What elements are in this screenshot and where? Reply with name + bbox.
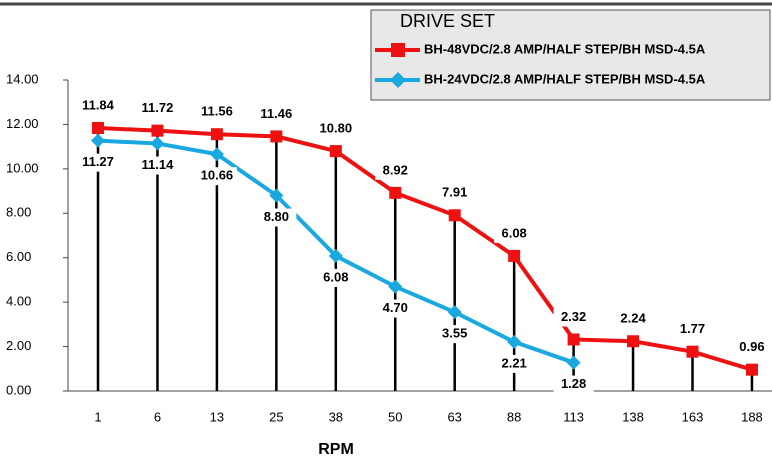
data-label: 11.56 xyxy=(201,104,233,119)
label-bg xyxy=(196,167,237,186)
data-label: 8.92 xyxy=(383,162,408,177)
data-label: 2.24 xyxy=(620,311,646,326)
marker xyxy=(92,121,104,134)
data-label: 11.84 xyxy=(82,97,115,112)
legend-marker xyxy=(390,72,406,88)
data-label: 1.77 xyxy=(680,321,705,336)
data-label: 6.08 xyxy=(323,269,348,284)
label-bg xyxy=(256,105,297,124)
label-bg xyxy=(315,268,356,287)
x-tick-label: 13 xyxy=(210,409,224,424)
label-bg xyxy=(494,354,535,373)
label-bg xyxy=(494,224,535,243)
x-tick-label: 113 xyxy=(563,409,584,424)
data-label: 6.08 xyxy=(501,225,526,240)
series-line xyxy=(97,125,753,372)
label-bg xyxy=(137,99,178,118)
marker xyxy=(686,345,699,358)
marker xyxy=(209,147,224,162)
y-tick-label: 8.00 xyxy=(6,205,31,220)
marker xyxy=(627,335,640,348)
y-tick-label: 2.00 xyxy=(6,338,31,353)
marker xyxy=(329,145,342,158)
marker xyxy=(269,188,284,203)
label-bg xyxy=(553,308,594,327)
label-bg xyxy=(613,310,654,329)
x-tick-label: 188 xyxy=(741,409,763,424)
marker xyxy=(388,279,403,294)
y-tick-label: 14.00 xyxy=(6,71,39,86)
marker xyxy=(745,363,758,376)
x-axis-title: RPM xyxy=(318,441,354,458)
data-label: 8.80 xyxy=(264,209,289,224)
x-tick-label: 138 xyxy=(622,409,644,424)
x-tick-label: 88 xyxy=(507,409,521,424)
legend-label: BH-24VDC/2.8 AMP/HALF STEP/BH MSD-4.5A xyxy=(424,71,706,86)
data-label: 11.27 xyxy=(82,154,114,169)
marker xyxy=(270,130,283,143)
label-bg xyxy=(78,96,118,115)
y-tick-label: 6.00 xyxy=(6,249,31,264)
label-bg xyxy=(731,338,772,357)
label-bg xyxy=(196,103,237,122)
data-label: 11.46 xyxy=(260,106,292,121)
marker xyxy=(328,248,343,263)
label-bg xyxy=(375,161,416,180)
label-bg xyxy=(137,156,178,175)
marker xyxy=(210,128,223,141)
data-label: 2.21 xyxy=(501,355,526,370)
x-tick-label: 38 xyxy=(329,409,343,424)
y-tick-label: 4.00 xyxy=(6,294,31,309)
marker xyxy=(566,355,581,370)
y-tick-label: 10.00 xyxy=(6,160,39,175)
legend-title: DRIVE SET xyxy=(400,11,495,31)
label-bg xyxy=(375,299,416,318)
x-tick-label: 163 xyxy=(682,409,704,424)
marker xyxy=(447,305,462,320)
legend-label: BH-48VDC/2.8 AMP/HALF STEP/BH MSD-4.5A xyxy=(424,41,706,56)
legend-marker xyxy=(391,43,405,57)
data-label: 10.80 xyxy=(320,121,353,136)
y-tick-label: 12.00 xyxy=(6,116,39,131)
label-bg xyxy=(315,120,356,139)
data-label: 2.32 xyxy=(561,309,586,324)
x-tick-label: 25 xyxy=(269,409,283,424)
label-bg xyxy=(434,184,475,203)
data-label: 0.96 xyxy=(739,339,764,354)
label-bg xyxy=(553,375,594,394)
marker xyxy=(567,333,580,346)
data-label: 11.72 xyxy=(142,100,174,115)
label-bg xyxy=(672,320,713,339)
label-bg xyxy=(434,325,475,344)
data-label: 11.14 xyxy=(142,157,175,172)
label-bg xyxy=(78,153,118,172)
marker xyxy=(448,209,461,222)
marker xyxy=(150,136,165,151)
x-tick-label: 6 xyxy=(154,409,161,424)
x-tick-label: 1 xyxy=(94,409,101,424)
data-label: 4.70 xyxy=(383,300,408,315)
data-label: 1.28 xyxy=(561,376,586,391)
marker xyxy=(151,124,164,137)
y-tick-label: 0.00 xyxy=(6,382,31,397)
marker xyxy=(91,133,105,148)
x-tick-label: 63 xyxy=(447,409,461,424)
marker xyxy=(508,249,521,262)
data-label: 7.91 xyxy=(442,185,467,200)
marker xyxy=(507,334,522,349)
legend-box xyxy=(370,9,771,101)
x-tick-label: 50 xyxy=(388,409,402,424)
marker xyxy=(389,186,402,199)
data-label: 10.66 xyxy=(201,168,234,183)
label-bg xyxy=(256,208,297,227)
data-label: 3.55 xyxy=(442,326,467,341)
